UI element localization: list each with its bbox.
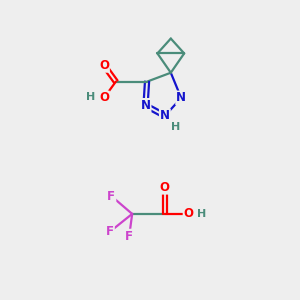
- Text: H: H: [86, 92, 95, 101]
- Text: F: F: [107, 190, 116, 202]
- Text: N: N: [176, 92, 186, 104]
- Text: O: O: [99, 92, 109, 104]
- Text: H: H: [171, 122, 180, 132]
- Text: N: N: [140, 99, 151, 112]
- Text: F: F: [125, 230, 133, 243]
- Text: O: O: [99, 59, 109, 72]
- Text: O: O: [184, 207, 194, 220]
- Text: H: H: [197, 209, 207, 219]
- Text: N: N: [160, 109, 170, 122]
- Text: F: F: [106, 225, 114, 238]
- Text: O: O: [160, 181, 170, 194]
